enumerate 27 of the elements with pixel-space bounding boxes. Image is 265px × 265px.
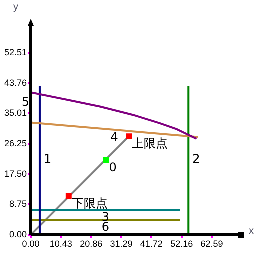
x-tick-label: 52.16 (170, 238, 194, 249)
x-tick-label: 20.86 (80, 238, 103, 249)
text: 5 (22, 94, 30, 109)
y-tick-label: 0.00 (9, 229, 27, 240)
x-tick-label: 41.72 (140, 238, 163, 249)
series-label: 上限点 (132, 136, 168, 151)
series-label: 1 (44, 152, 52, 166)
x-axis-title: x (249, 226, 254, 237)
x-tick-label: 0.00 (22, 238, 40, 249)
point (66, 194, 72, 200)
series-label: 6 (102, 220, 110, 234)
y-tick-label: 26.25 (4, 138, 27, 149)
y-tick-label: 35.01 (4, 108, 27, 118)
x-tick-label: 62.59 (200, 238, 224, 249)
point (126, 134, 132, 140)
y-tick-label: 43.76 (4, 78, 27, 88)
x-tick-label: 10.43 (50, 238, 72, 249)
series-label: 下限点 (72, 196, 108, 211)
point (103, 157, 110, 164)
y-tick-label: 8.75 (9, 199, 27, 210)
series-label: 4 (110, 130, 118, 144)
series-label: 0 (109, 160, 117, 174)
y-tick-label: 17.50 (4, 168, 27, 179)
y-tick-label: 52.51 (4, 48, 27, 58)
x-tick-label: 31.29 (110, 238, 133, 249)
series-label: 2 (192, 152, 200, 166)
y-axis-title: y (14, 2, 18, 13)
